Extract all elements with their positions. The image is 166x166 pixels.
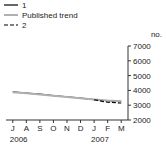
x-tick: [67, 120, 68, 123]
x-tick-label: M: [118, 124, 125, 133]
series-line: [94, 100, 121, 103]
legend-swatch: [4, 24, 18, 25]
chart: 200030004000500060007000no.JASONDJFM2006…: [0, 0, 166, 166]
y-tick-label: 4000: [133, 86, 151, 95]
series-line: [13, 92, 121, 101]
legend-swatch: [4, 4, 18, 5]
annotation: 2007: [91, 135, 109, 144]
x-tick: [39, 120, 40, 123]
x-tick: [53, 120, 54, 123]
x-tick-label: D: [78, 124, 84, 133]
y-tick-label: 6000: [133, 57, 151, 66]
y-tick: [128, 105, 131, 106]
y-tick: [128, 90, 131, 91]
y-tick: [128, 46, 131, 47]
y-axis: [128, 46, 129, 120]
y-tick: [128, 60, 131, 61]
x-tick: [121, 120, 122, 123]
y-tick-label: 7000: [133, 42, 151, 51]
y-tick-label: 2000: [133, 116, 151, 125]
legend-label: 2: [22, 21, 27, 30]
y-label: no.: [151, 30, 162, 39]
x-tick-label: N: [64, 124, 70, 133]
legend-label: Published trend: [22, 11, 78, 20]
x-tick-label: J: [11, 124, 15, 133]
x-tick-label: F: [105, 124, 110, 133]
series-line: [13, 92, 121, 101]
plot-area: [13, 92, 121, 103]
legend: 1Published trend2: [4, 1, 78, 30]
annotation: 2006: [10, 135, 28, 144]
x-tick: [107, 120, 108, 123]
y-tick-label: 3000: [133, 101, 151, 110]
x-tick-label: O: [50, 124, 56, 133]
x-tick: [80, 120, 81, 123]
x-tick: [12, 120, 13, 123]
x-tick: [26, 120, 27, 123]
y-tick-label: 5000: [133, 72, 151, 81]
x-tick: [94, 120, 95, 123]
legend-label: 1: [22, 1, 27, 10]
x-tick-label: S: [37, 124, 42, 133]
y-tick: [128, 75, 131, 76]
y-tick: [128, 120, 131, 121]
x-tick-label: A: [24, 124, 30, 133]
legend-swatch: [4, 14, 18, 16]
x-tick-label: J: [92, 124, 96, 133]
